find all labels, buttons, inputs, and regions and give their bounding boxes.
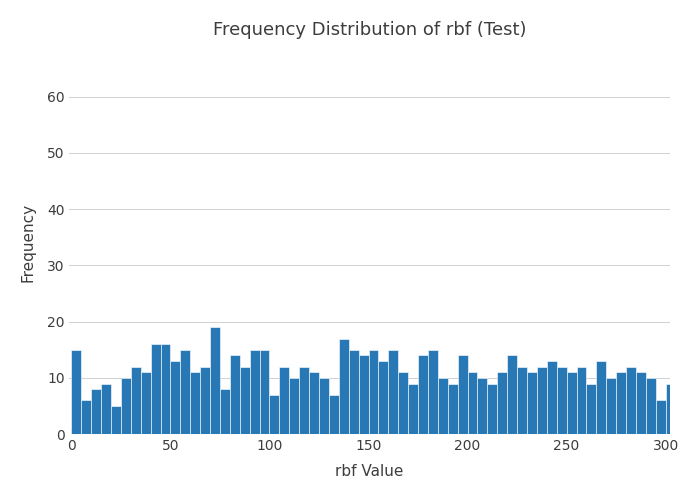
Bar: [260, 350, 270, 434]
Bar: [606, 378, 616, 434]
Bar: [150, 344, 160, 434]
Bar: [81, 400, 91, 434]
Bar: [358, 356, 368, 434]
Bar: [339, 338, 349, 434]
Bar: [487, 384, 497, 434]
Bar: [577, 366, 587, 434]
Bar: [141, 372, 150, 434]
Bar: [171, 361, 181, 434]
Bar: [497, 372, 508, 434]
Title: Frequency Distribution of rbf (Test): Frequency Distribution of rbf (Test): [213, 21, 526, 39]
Bar: [230, 356, 240, 434]
Bar: [270, 395, 279, 434]
Bar: [220, 389, 230, 434]
Bar: [91, 389, 101, 434]
Bar: [527, 372, 537, 434]
Bar: [596, 361, 606, 434]
Bar: [438, 378, 448, 434]
Bar: [190, 372, 200, 434]
Bar: [656, 400, 666, 434]
Bar: [626, 366, 636, 434]
Bar: [121, 378, 131, 434]
Bar: [101, 384, 111, 434]
Bar: [418, 356, 428, 434]
Bar: [200, 366, 210, 434]
Bar: [646, 378, 656, 434]
Bar: [695, 361, 700, 434]
Bar: [537, 366, 547, 434]
Bar: [398, 372, 408, 434]
Bar: [160, 344, 171, 434]
Bar: [131, 366, 141, 434]
Y-axis label: Frequency: Frequency: [21, 204, 36, 282]
Bar: [566, 372, 577, 434]
Bar: [428, 350, 438, 434]
Bar: [111, 406, 121, 434]
Bar: [389, 350, 398, 434]
Bar: [685, 384, 695, 434]
Bar: [279, 366, 289, 434]
Bar: [379, 361, 389, 434]
Bar: [329, 395, 339, 434]
Bar: [666, 384, 675, 434]
Bar: [250, 350, 260, 434]
Bar: [676, 356, 685, 434]
Bar: [240, 366, 250, 434]
Bar: [319, 378, 329, 434]
Bar: [458, 356, 468, 434]
Bar: [299, 366, 309, 434]
X-axis label: rbf Value: rbf Value: [335, 464, 404, 479]
Bar: [587, 384, 596, 434]
Bar: [517, 366, 527, 434]
Bar: [508, 356, 517, 434]
Bar: [448, 384, 458, 434]
Bar: [289, 378, 299, 434]
Bar: [368, 350, 379, 434]
Bar: [349, 350, 358, 434]
Bar: [468, 372, 477, 434]
Bar: [408, 384, 418, 434]
Bar: [636, 372, 646, 434]
Bar: [477, 378, 487, 434]
Bar: [210, 328, 220, 434]
Bar: [181, 350, 190, 434]
Bar: [616, 372, 626, 434]
Bar: [71, 350, 81, 434]
Bar: [309, 372, 319, 434]
Bar: [547, 361, 556, 434]
Bar: [556, 366, 566, 434]
